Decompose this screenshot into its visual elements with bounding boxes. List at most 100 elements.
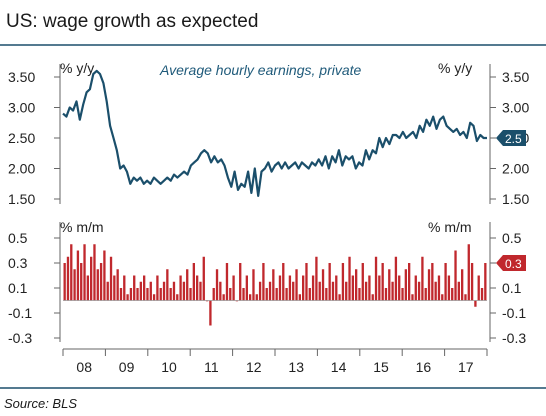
bottom-left-tick-label: 0.5 bbox=[8, 230, 28, 246]
top-line-panel: % y/y % y/y Average hourly earnings, priva… bbox=[8, 60, 529, 207]
bar bbox=[315, 256, 318, 301]
bar bbox=[162, 281, 166, 301]
x-tick-label: 11 bbox=[204, 359, 219, 375]
bar bbox=[434, 281, 437, 301]
bar bbox=[464, 294, 467, 301]
bar bbox=[179, 275, 182, 301]
bar bbox=[123, 275, 126, 301]
bar bbox=[305, 263, 308, 301]
bar bbox=[457, 281, 460, 301]
bar bbox=[398, 275, 401, 301]
bar bbox=[182, 281, 186, 301]
bottom-unit-right: % m/m bbox=[428, 219, 472, 235]
bar bbox=[80, 263, 83, 301]
bar bbox=[133, 275, 136, 301]
bar bbox=[338, 294, 341, 301]
bar bbox=[196, 275, 199, 301]
bar bbox=[63, 263, 66, 301]
bar bbox=[149, 281, 152, 301]
top-series-label: Average hourly earnings, private bbox=[159, 62, 362, 78]
x-tick-label: 16 bbox=[416, 359, 432, 375]
bar bbox=[86, 275, 89, 301]
bar bbox=[355, 269, 358, 301]
bar bbox=[378, 275, 381, 301]
bar bbox=[424, 288, 427, 301]
bar bbox=[212, 288, 215, 301]
bar bbox=[209, 300, 212, 326]
bar bbox=[437, 275, 441, 301]
bar bbox=[404, 269, 407, 301]
bar bbox=[192, 263, 195, 301]
bar bbox=[321, 269, 325, 301]
bar bbox=[275, 288, 278, 301]
bar bbox=[139, 281, 142, 301]
bar bbox=[159, 288, 162, 301]
top-unit-left: % y/y bbox=[60, 60, 94, 76]
bar bbox=[391, 281, 394, 301]
bar bbox=[202, 256, 205, 301]
x-tick-label: 17 bbox=[458, 359, 474, 375]
bar bbox=[364, 281, 368, 301]
bar bbox=[431, 263, 434, 301]
bar bbox=[302, 275, 305, 301]
bar bbox=[96, 269, 99, 301]
bar bbox=[441, 294, 444, 301]
bar bbox=[470, 263, 474, 301]
bar bbox=[66, 256, 70, 301]
top-left-tick-label: 1.50 bbox=[8, 191, 35, 207]
bottom-bar-panel: % m/m % m/m 0.5 0.3 0.1 -0.1 -0.3 0.5 0.3 0.1 -0.1… bbox=[8, 219, 526, 346]
top-unit-right: % y/y bbox=[438, 60, 472, 76]
bar bbox=[268, 281, 272, 301]
bar bbox=[282, 263, 285, 301]
chart-title: US: wage growth as expected bbox=[6, 11, 258, 32]
bar bbox=[99, 263, 103, 301]
bar bbox=[361, 263, 364, 301]
bar bbox=[461, 269, 464, 301]
bottom-right-tick-label: 0.5 bbox=[502, 230, 522, 246]
bar bbox=[348, 256, 351, 301]
bar bbox=[215, 269, 219, 301]
bar bbox=[232, 275, 235, 301]
bar bbox=[189, 288, 192, 301]
bar bbox=[222, 294, 225, 301]
bar bbox=[288, 275, 292, 301]
bar bbox=[152, 294, 156, 301]
bar bbox=[331, 281, 335, 301]
x-tick-label: 15 bbox=[373, 359, 389, 375]
bar bbox=[454, 250, 457, 301]
bar bbox=[447, 275, 451, 301]
bar bbox=[414, 275, 417, 301]
bar bbox=[225, 263, 229, 301]
bar bbox=[308, 288, 311, 301]
bar bbox=[113, 275, 116, 301]
bar bbox=[249, 294, 252, 301]
bar bbox=[245, 275, 248, 301]
top-left-tick-label: 2.00 bbox=[8, 161, 35, 177]
bar bbox=[199, 281, 202, 301]
bar bbox=[83, 244, 86, 301]
bottom-left-tick-label: 0.1 bbox=[8, 280, 28, 296]
x-axis: 08 09 10 11 12 13 14 15 16 17 bbox=[62, 348, 488, 375]
bar bbox=[384, 288, 388, 301]
bar bbox=[166, 269, 169, 301]
bar bbox=[484, 263, 487, 301]
x-tick-label: 10 bbox=[161, 359, 177, 375]
top-last-value-marker bbox=[496, 130, 526, 146]
bar bbox=[401, 288, 404, 301]
bar bbox=[417, 281, 421, 301]
bar bbox=[76, 250, 80, 301]
bar bbox=[345, 281, 348, 301]
top-right-tick-label: 2.00 bbox=[502, 161, 529, 177]
bar bbox=[371, 294, 374, 301]
bar bbox=[480, 288, 484, 301]
bar bbox=[298, 294, 301, 301]
bar bbox=[109, 256, 113, 301]
bar bbox=[119, 288, 123, 301]
top-right-tick-label: 3.50 bbox=[502, 69, 529, 85]
bar bbox=[411, 294, 414, 301]
bar bbox=[285, 288, 288, 301]
bar bbox=[318, 281, 321, 301]
bar bbox=[258, 281, 262, 301]
bar bbox=[381, 263, 384, 301]
